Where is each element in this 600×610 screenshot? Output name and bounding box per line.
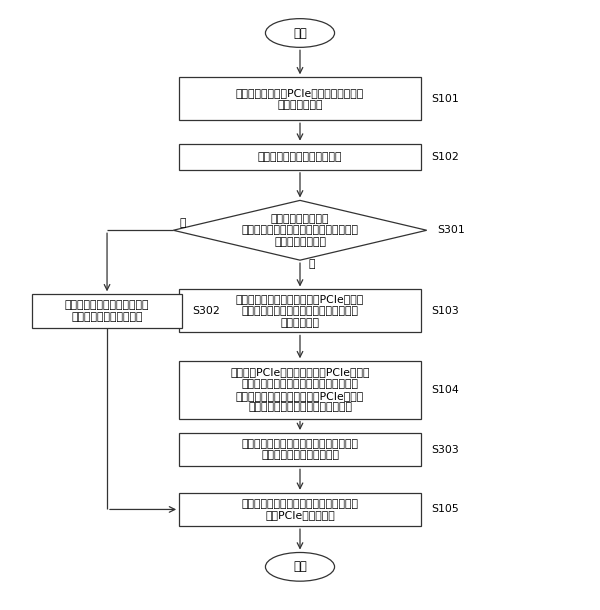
Text: 测试得到PCIe信号类型对应的PCIe信号经
过目标模拟传输链路的输出信号在傅里叶
逆变换之后的能量谱密度达到PCIe信号类
型的原始信号的预设比例的目标频点: 测试得到PCIe信号类型对应的PCIe信号经 过目标模拟传输链路的输出信号在傅里… [230,367,370,412]
Text: 以待测传输链路的目标频点为待测传输链
路的PCIe信号的带宽: 以待测传输链路的目标频点为待测传输链 路的PCIe信号的带宽 [241,498,359,520]
Text: 判断是否存在与待测
传输链路的插入损耗相同的已测试目标频
点的已测传输链路: 判断是否存在与待测 传输链路的插入损耗相同的已测试目标频 点的已测传输链路 [241,214,359,247]
Ellipse shape [265,553,335,581]
FancyBboxPatch shape [179,433,421,467]
Polygon shape [173,200,427,260]
Text: S303: S303 [431,445,459,454]
Text: S301: S301 [437,225,465,235]
FancyBboxPatch shape [179,493,421,526]
Text: 否: 否 [308,259,315,270]
Ellipse shape [265,19,335,48]
Text: S103: S103 [431,306,459,316]
Text: 根据待测传输链路所要传输的PCIe信号类
型和待测传输链路的插入损耗，确定目标
模拟传输链路: 根据待测传输链路所要传输的PCIe信号类 型和待测传输链路的插入损耗，确定目标 … [236,295,364,328]
FancyBboxPatch shape [179,77,421,120]
Text: 开始: 开始 [293,26,307,40]
FancyBboxPatch shape [179,143,421,170]
Text: S104: S104 [431,385,459,395]
Text: S105: S105 [431,504,459,514]
Text: 确定待测传输链路的插入损耗: 确定待测传输链路的插入损耗 [258,152,342,162]
Text: S102: S102 [431,152,459,162]
Text: 以已测传输链路的目标频点为
待测传输链路的目标频点: 以已测传输链路的目标频点为 待测传输链路的目标频点 [65,300,149,322]
Text: 结束: 结束 [293,561,307,573]
Text: 存储待测传输链路的插入损耗与待测传输
链路的目标频点的对应关系: 存储待测传输链路的插入损耗与待测传输 链路的目标频点的对应关系 [241,439,359,461]
FancyBboxPatch shape [32,294,182,328]
FancyBboxPatch shape [179,290,421,332]
Text: 是: 是 [179,218,185,228]
Text: 预先测试得到标准PCIe信号在模拟传输链
路上的插入损耗: 预先测试得到标准PCIe信号在模拟传输链 路上的插入损耗 [236,88,364,110]
Text: S101: S101 [431,94,459,104]
FancyBboxPatch shape [179,361,421,418]
Text: S302: S302 [192,306,220,316]
